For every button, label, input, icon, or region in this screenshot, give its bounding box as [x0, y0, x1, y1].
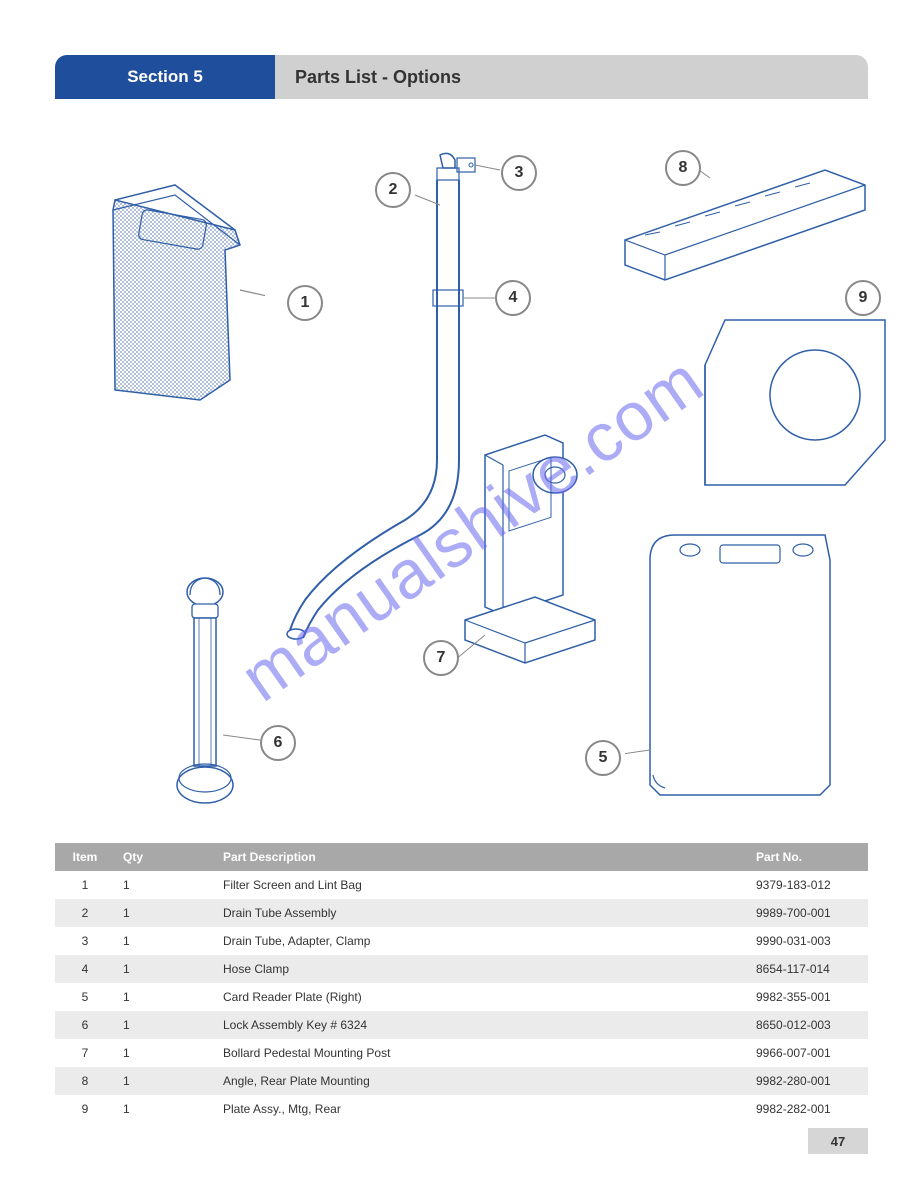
callout-4: 4	[495, 280, 531, 316]
table-row: 71Bollard Pedestal Mounting Post9966-007…	[55, 1039, 868, 1067]
part-bollard-pedestal	[435, 425, 615, 665]
parts-diagram: 1 2 3 4 8 9	[55, 120, 868, 820]
page-number: 47	[808, 1128, 868, 1154]
parts-table: Item Qty Part Description Part No. 11Fil…	[55, 843, 868, 1123]
parts-table-body: 11Filter Screen and Lint Bag9379-183-012…	[55, 871, 868, 1123]
parts-table-wrap: Item Qty Part Description Part No. 11Fil…	[55, 843, 868, 1123]
page-title: Parts List - Options	[275, 55, 868, 99]
callout-2: 2	[375, 172, 411, 208]
header-bar: Section 5 Parts List - Options	[55, 55, 868, 99]
col-desc: Part Description	[215, 843, 748, 871]
callout-7: 7	[423, 640, 459, 676]
part-plate-rear	[695, 310, 895, 490]
callout-8: 8	[665, 150, 701, 186]
table-row: 51Card Reader Plate (Right)9982-355-001	[55, 983, 868, 1011]
table-row: 41Hose Clamp8654-117-014	[55, 955, 868, 983]
callout-9: 9	[845, 280, 881, 316]
section-tab: Section 5	[55, 55, 275, 99]
table-row: 31Drain Tube, Adapter, Clamp9990-031-003	[55, 927, 868, 955]
table-row: 11Filter Screen and Lint Bag9379-183-012	[55, 871, 868, 899]
part-angle-mounting	[615, 160, 875, 300]
table-row: 81Angle, Rear Plate Mounting9982-280-001	[55, 1067, 868, 1095]
table-row: 91Plate Assy., Mtg, Rear9982-282-001	[55, 1095, 868, 1123]
callout-5: 5	[585, 740, 621, 776]
callout-6: 6	[260, 725, 296, 761]
col-qty: Qty	[115, 843, 215, 871]
table-header-row: Item Qty Part Description Part No.	[55, 843, 868, 871]
callout-3: 3	[501, 155, 537, 191]
table-row: 61Lock Assembly Key # 63248650-012-003	[55, 1011, 868, 1039]
col-partno: Part No.	[748, 843, 868, 871]
table-row: 21Drain Tube Assembly9989-700-001	[55, 899, 868, 927]
part-filter-lint-bag	[85, 180, 265, 410]
col-item: Item	[55, 843, 115, 871]
part-lock-assembly	[155, 570, 265, 820]
part-card-reader-plate	[625, 520, 855, 800]
